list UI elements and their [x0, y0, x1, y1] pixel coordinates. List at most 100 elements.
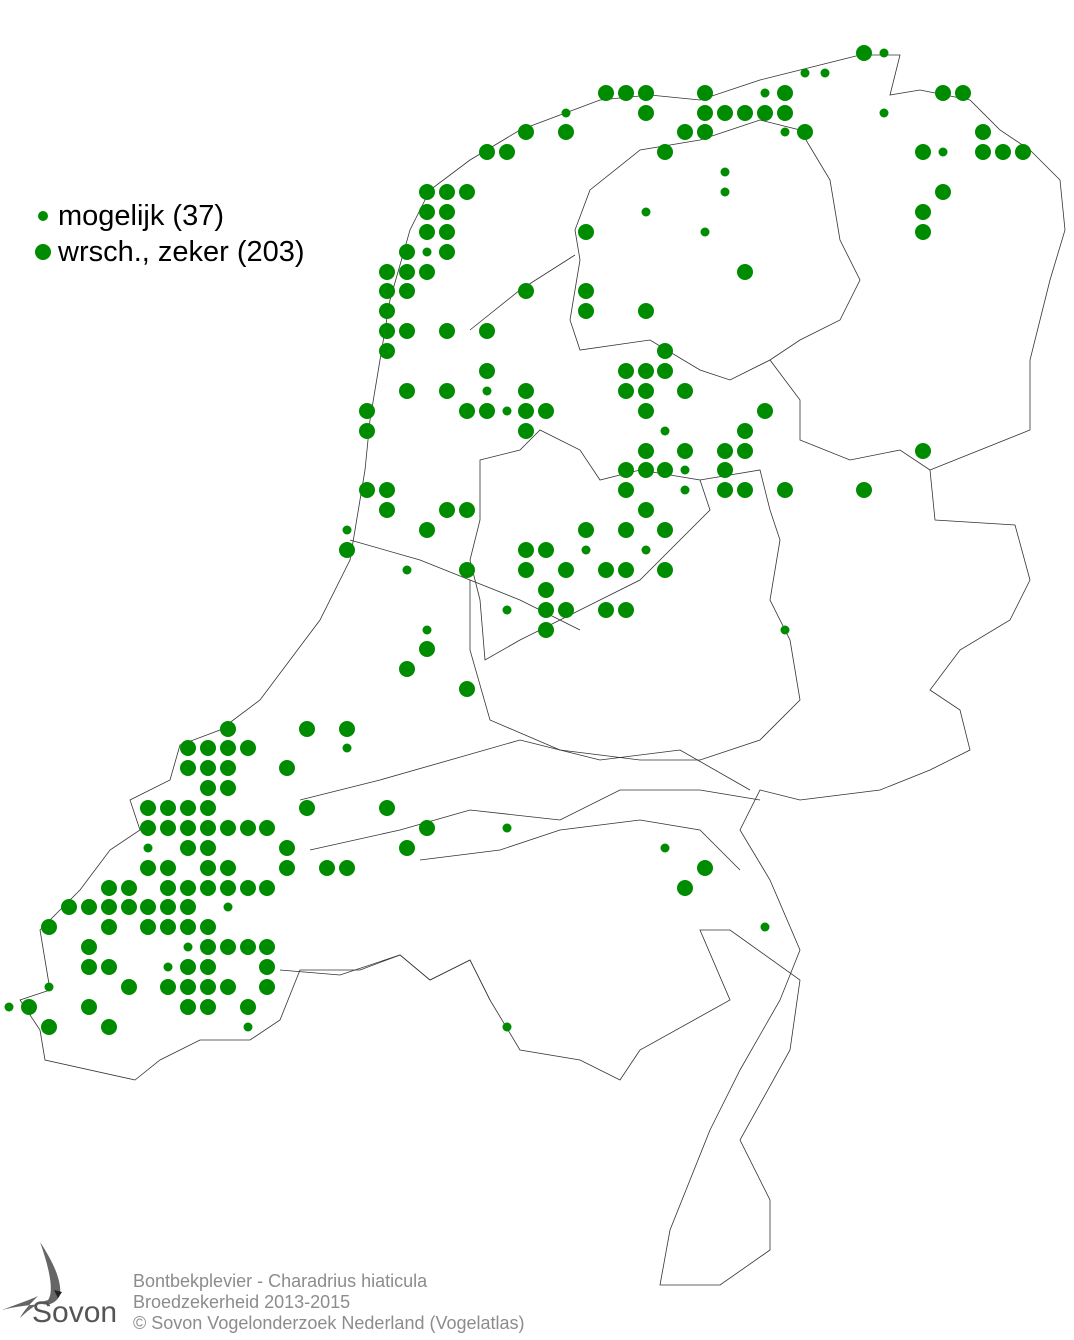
dot-probable-confirmed [538, 582, 554, 598]
dot-probable-confirmed [419, 264, 435, 280]
dot-probable-confirmed [419, 204, 435, 220]
dot-probable-confirmed [160, 800, 176, 816]
dot-probable-confirmed [717, 482, 733, 498]
dot-possible [143, 843, 153, 853]
dot-probable-confirmed [618, 562, 634, 578]
dot-probable-confirmed [618, 383, 634, 399]
dot-probable-confirmed [339, 542, 355, 558]
dot-probable-confirmed [359, 403, 375, 419]
dot-probable-confirmed [717, 462, 733, 478]
dot-probable-confirmed [419, 641, 435, 657]
dot-probable-confirmed [81, 999, 97, 1015]
dot-probable-confirmed [180, 959, 196, 975]
dot-probable-confirmed [657, 144, 673, 160]
dot-probable-confirmed [538, 403, 554, 419]
dot-probable-confirmed [677, 383, 693, 399]
dot-probable-confirmed [777, 85, 793, 101]
dot-probable-confirmed [101, 919, 117, 935]
dot-probable-confirmed [915, 144, 931, 160]
dot-probable-confirmed [220, 860, 236, 876]
dot-probable-confirmed [439, 204, 455, 220]
dot-probable-confirmed [180, 740, 196, 756]
dot-probable-confirmed [638, 443, 654, 459]
dot-probable-confirmed [578, 224, 594, 240]
map-caption: Bontbekplevier - Charadrius hiaticula Br… [133, 1271, 525, 1334]
dot-probable-confirmed [657, 343, 673, 359]
dot-probable-confirmed [220, 939, 236, 955]
dot-probable-confirmed [518, 423, 534, 439]
dot-probable-confirmed [538, 542, 554, 558]
dot-probable-confirmed [200, 999, 216, 1015]
dot-probable-confirmed [737, 443, 753, 459]
observation-dots [4, 45, 1031, 1035]
ijsselmeer-shore [569, 119, 861, 381]
dot-probable-confirmed [439, 502, 455, 518]
dot-probable-confirmed [975, 144, 991, 160]
dot-possible [581, 545, 591, 555]
dot-probable-confirmed [518, 562, 534, 578]
dot-probable-confirmed [657, 363, 673, 379]
dot-probable-confirmed [259, 880, 275, 896]
dot-probable-confirmed [797, 124, 813, 140]
legend-item-probable-confirmed: wrsch., zeker (203) [28, 234, 305, 270]
dot-possible [938, 147, 948, 157]
dot-probable-confirmed [518, 403, 534, 419]
dot-probable-confirmed [200, 919, 216, 935]
dot-probable-confirmed [200, 939, 216, 955]
dot-probable-confirmed [439, 244, 455, 260]
dot-probable-confirmed [180, 919, 196, 935]
dot-possible [660, 843, 670, 853]
province-line-3 [469, 580, 641, 761]
dot-probable-confirmed [399, 264, 415, 280]
dot-probable-confirmed [200, 740, 216, 756]
dot-probable-confirmed [379, 482, 395, 498]
dot-probable-confirmed [279, 840, 295, 856]
river-maas [419, 819, 741, 871]
dot-probable-confirmed [180, 820, 196, 836]
dot-probable-confirmed [1015, 144, 1031, 160]
dot-probable-confirmed [61, 899, 77, 915]
dot-probable-confirmed [180, 899, 196, 915]
dot-probable-confirmed [419, 224, 435, 240]
dot-probable-confirmed [419, 522, 435, 538]
dot-probable-confirmed [180, 840, 196, 856]
dot-probable-confirmed [200, 820, 216, 836]
dot-probable-confirmed [677, 443, 693, 459]
dot-possible [482, 386, 492, 396]
dot-probable-confirmed [379, 323, 395, 339]
dot-probable-confirmed [479, 403, 495, 419]
dot-probable-confirmed [259, 939, 275, 955]
dot-probable-confirmed [915, 204, 931, 220]
flevoland-border [469, 429, 711, 661]
dot-probable-confirmed [160, 899, 176, 915]
dot-probable-confirmed [180, 979, 196, 995]
dot-probable-confirmed [240, 740, 256, 756]
dot-possible [760, 88, 770, 98]
dot-possible [680, 485, 690, 495]
dot-probable-confirmed [160, 820, 176, 836]
dot-probable-confirmed [379, 800, 395, 816]
dot-probable-confirmed [657, 522, 673, 538]
dot-probable-confirmed [121, 979, 137, 995]
dot-probable-confirmed [140, 899, 156, 915]
dot-probable-confirmed [299, 800, 315, 816]
dot-probable-confirmed [379, 343, 395, 359]
species-name: Bontbekplevier - Charadrius hiaticula [133, 1271, 428, 1291]
dot-possible [800, 68, 810, 78]
dot-probable-confirmed [359, 423, 375, 439]
dot-probable-confirmed [697, 105, 713, 121]
dot-probable-confirmed [935, 184, 951, 200]
dot-probable-confirmed [160, 919, 176, 935]
dot-probable-confirmed [638, 363, 654, 379]
dot-probable-confirmed [638, 462, 654, 478]
sovon-logo-text: Sovon [32, 1296, 118, 1329]
dot-probable-confirmed [618, 363, 634, 379]
dot-probable-confirmed [915, 224, 931, 240]
dot-probable-confirmed [399, 383, 415, 399]
dot-probable-confirmed [677, 880, 693, 896]
dot-probable-confirmed [598, 562, 614, 578]
dot-probable-confirmed [459, 502, 475, 518]
dot-possible [243, 1022, 253, 1032]
dot-possible [422, 247, 432, 257]
dot-probable-confirmed [81, 959, 97, 975]
